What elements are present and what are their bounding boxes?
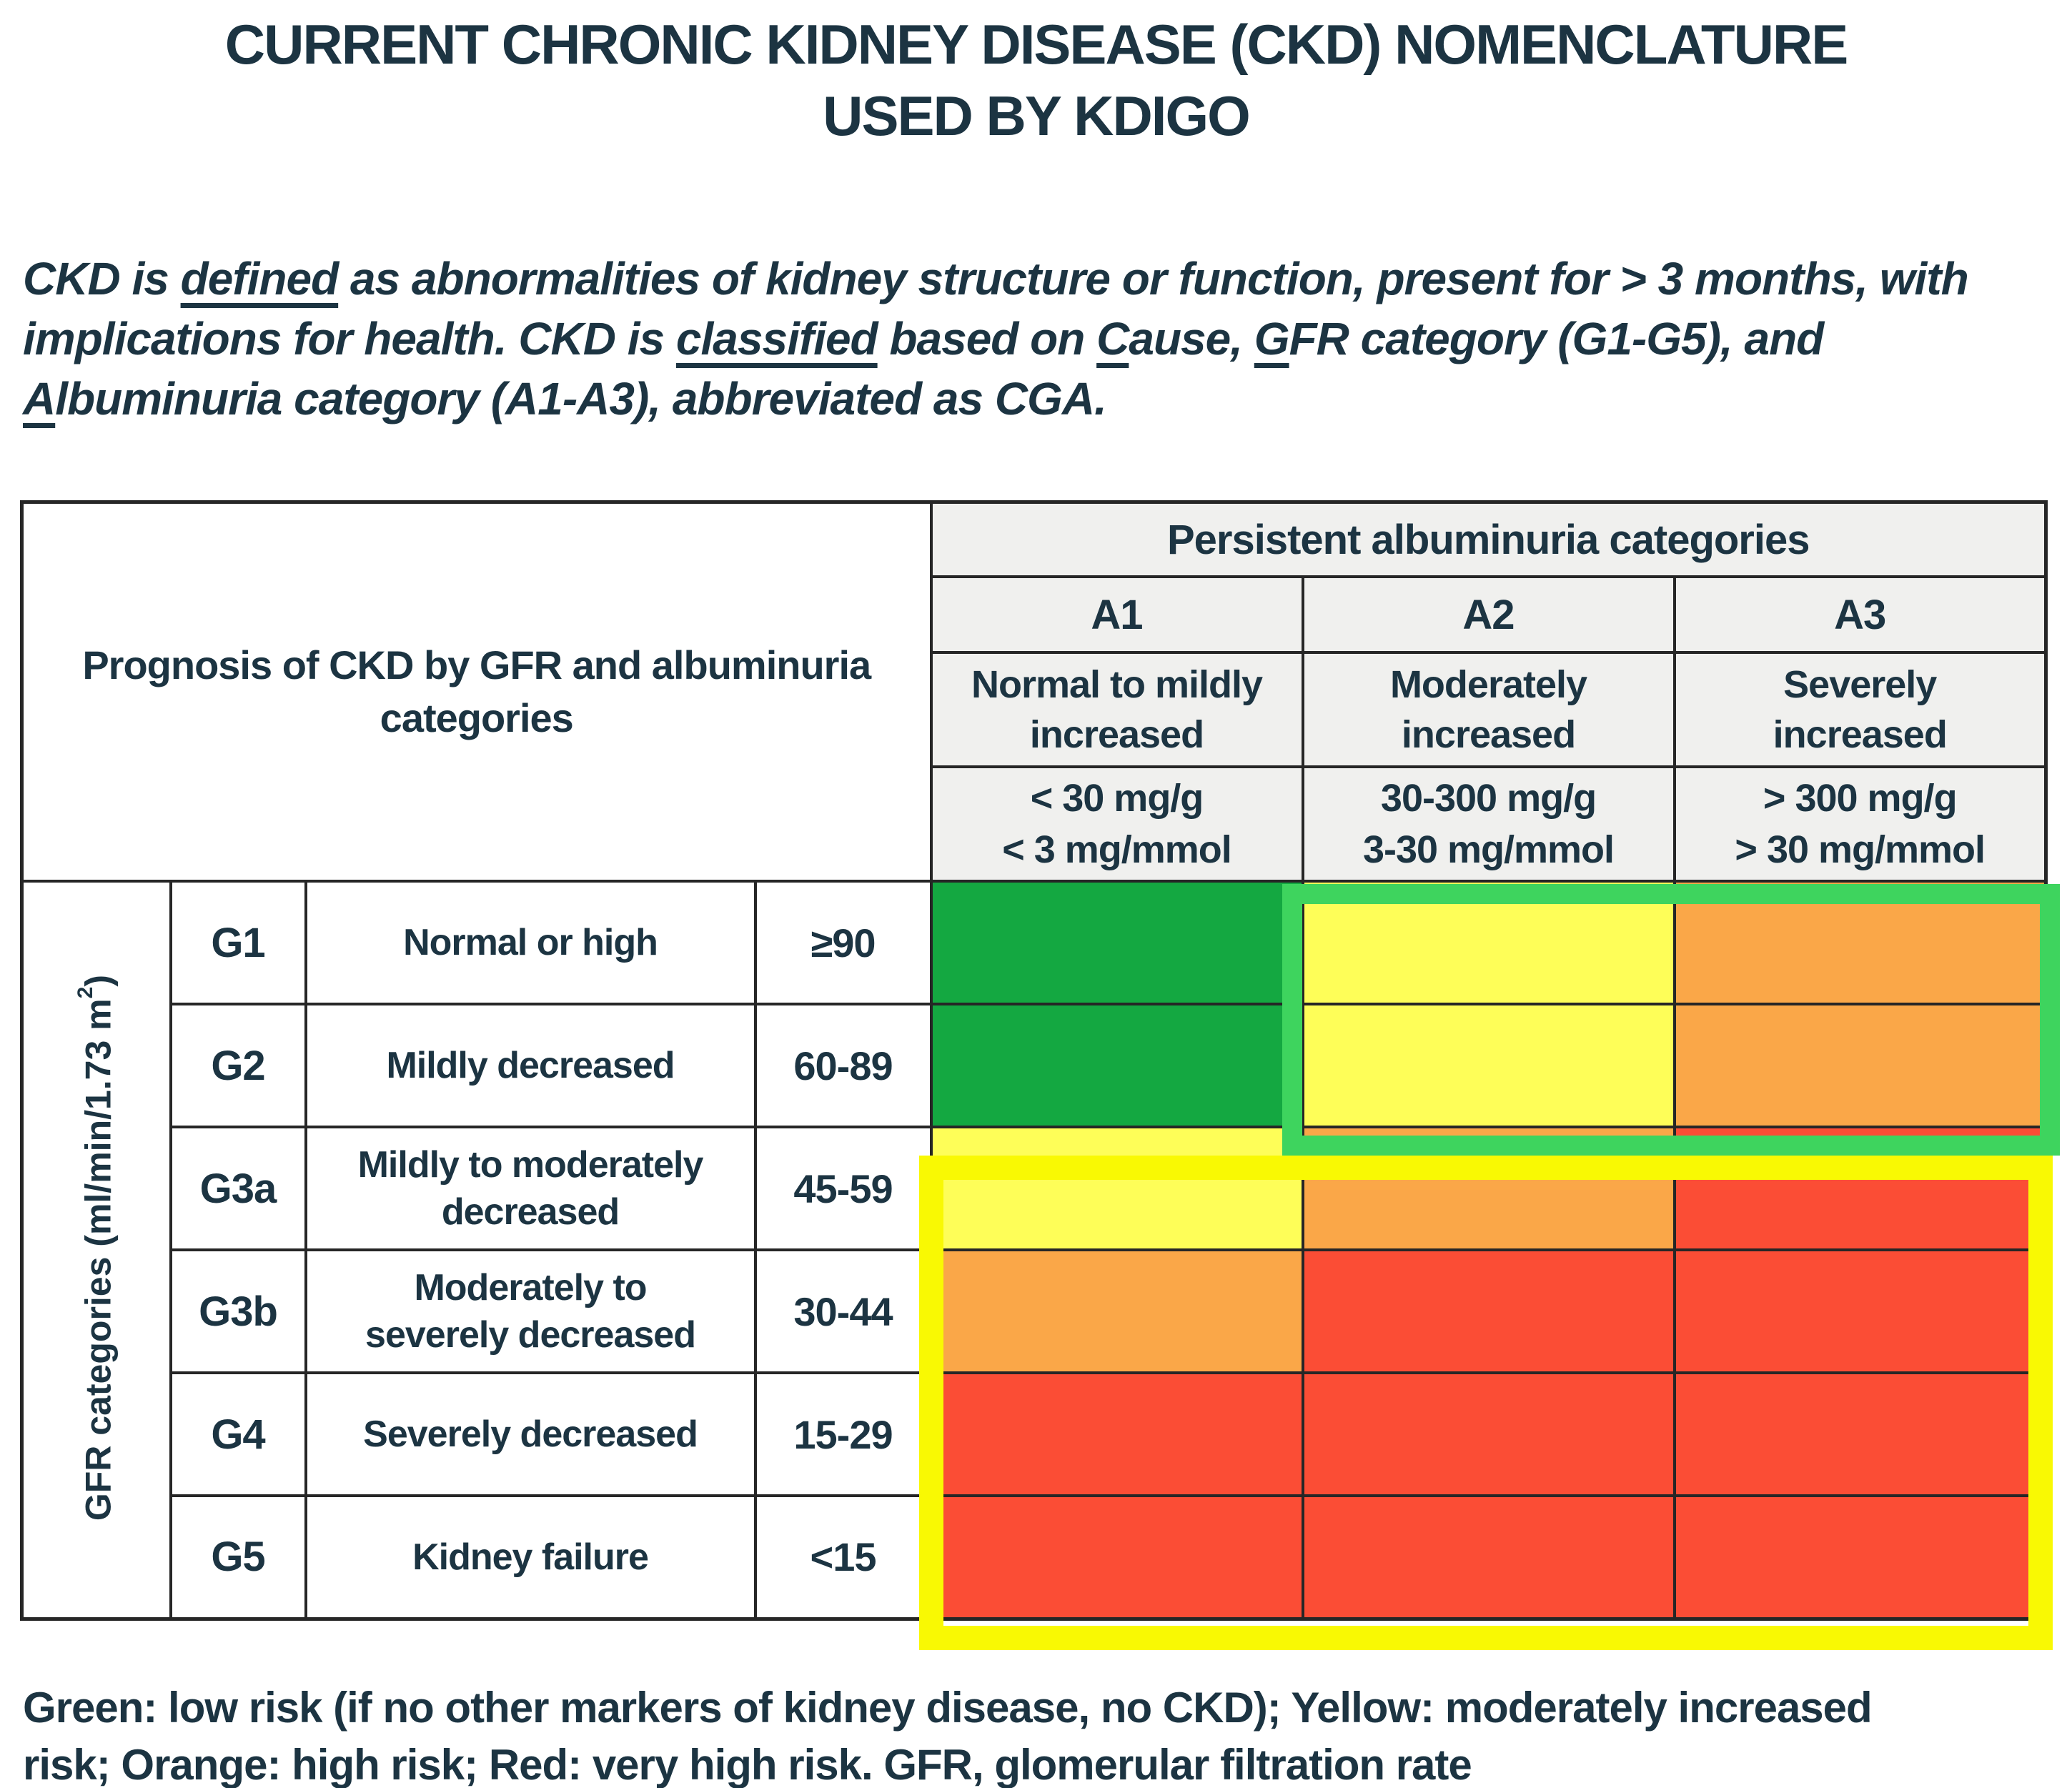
gfr-axis-label-close: )	[78, 975, 119, 987]
row-g3b-range: 30-44	[753, 1248, 933, 1374]
col-header-a1-label: Normal to mildly increased	[929, 651, 1304, 768]
row-g3a-code: G3a	[169, 1126, 307, 1251]
a1-range-mgmmol: < 3 mg/mmol	[1002, 828, 1232, 871]
risk-cell-g4-a3	[1672, 1371, 2048, 1497]
prognosis-corner-cell: Prognosis of CKD by GFR and albuminuria …	[20, 500, 933, 883]
legend-line2: risk; Orange: high risk; Red: very high …	[23, 1741, 1472, 1788]
row-g1-range: ≥90	[753, 880, 933, 1005]
intro-underlined-g: G	[1254, 313, 1290, 364]
col-header-a3-code: A3	[1672, 575, 2048, 654]
intro-text: CKD is	[23, 253, 181, 304]
prognosis-corner-label: Prognosis of CKD by GFR and albuminuria …	[82, 642, 871, 740]
risk-cell-g2-a2	[1301, 1003, 1676, 1128]
albuminuria-group-header: Persistent albuminuria categories	[929, 500, 2048, 578]
row-g3a-range: 45-59	[753, 1126, 933, 1251]
row-g3a-label: Mildly to moderately decreased	[304, 1126, 757, 1251]
risk-cell-g2-a1	[929, 1003, 1304, 1128]
ckd-definition-paragraph: CKD is defined as abnormalities of kidne…	[23, 249, 2031, 429]
gfr-axis-label-text: GFR categories (ml/min/1.73 m	[78, 998, 119, 1521]
row-g4-range: 15-29	[753, 1371, 933, 1497]
intro-underlined-defined: defined	[180, 253, 339, 304]
row-g1-label: Normal or high	[304, 880, 757, 1005]
page-title-line2: USED BY KDIGO	[823, 84, 1251, 147]
intro-underlined-classified: classified	[675, 313, 878, 364]
green-highlight-frame	[1282, 884, 2060, 1156]
page-title: CURRENT CHRONIC KIDNEY DISEASE (CKD) NOM…	[0, 9, 2072, 152]
row-g2-label: Mildly decreased	[304, 1003, 757, 1128]
risk-cell-g3b-a1	[929, 1248, 1304, 1374]
risk-cell-g4-a1	[929, 1371, 1304, 1497]
row-g4-label: Severely decreased	[304, 1371, 757, 1497]
risk-cell-g3b-a3	[1672, 1248, 2048, 1374]
intro-text: FR category (G1-G5), and	[1289, 313, 1825, 364]
ckd-risk-table: Prognosis of CKD by GFR and albuminuria …	[20, 500, 2048, 1621]
row-g4-code: G4	[169, 1371, 307, 1497]
risk-cell-g5-a3	[1672, 1494, 2048, 1620]
risk-cell-g1-a1	[929, 880, 1304, 1005]
gfr-axis-superscript: 2	[73, 986, 97, 999]
row-g2-code: G2	[169, 1003, 307, 1128]
row-g5-range: <15	[753, 1494, 933, 1620]
intro-text: ause,	[1129, 313, 1254, 364]
gfr-axis-cell: GFR categories (ml/min/1.73 m2)	[20, 880, 172, 1620]
col-header-a2-label: Moderately increased	[1301, 651, 1676, 768]
col-header-a2-ranges: 30-300 mg/g 3-30 mg/mmol	[1301, 765, 1676, 883]
col-header-a1-ranges: < 30 mg/g < 3 mg/mmol	[929, 765, 1304, 883]
intro-text: based on	[877, 313, 1097, 364]
risk-cell-g5-a2	[1301, 1494, 1676, 1620]
row-g3b-label: Moderately to severely decreased	[304, 1248, 757, 1374]
row-g3b-code: G3b	[169, 1248, 307, 1374]
intro-text: as abnormalities of kidney structure or …	[23, 253, 1969, 364]
a3-range-mgg: > 300 mg/g	[1763, 777, 1958, 820]
col-header-a2-code: A2	[1301, 575, 1676, 654]
row-g5-code: G5	[169, 1494, 307, 1620]
col-header-a3-ranges: > 300 mg/g > 30 mg/mmol	[1672, 765, 2048, 883]
page-title-line1: CURRENT CHRONIC KIDNEY DISEASE (CKD) NOM…	[224, 13, 1849, 76]
row-g2-range: 60-89	[753, 1003, 933, 1128]
row-g1-code: G1	[169, 880, 307, 1005]
a1-range-mgg: < 30 mg/g	[1030, 777, 1204, 820]
risk-cell-g2-a3	[1672, 1003, 2048, 1128]
intro-text: lbuminuria category (A1-A3), abbreviated…	[55, 373, 1107, 424]
row-g5-label: Kidney failure	[304, 1494, 757, 1620]
risk-cell-g4-a2	[1301, 1371, 1676, 1497]
legend-line1: Green: low risk (if no other markers of …	[23, 1684, 1873, 1732]
risk-cell-g3b-a2	[1301, 1248, 1676, 1374]
a2-range-mgg: 30-300 mg/g	[1380, 777, 1597, 820]
gfr-axis-label: GFR categories (ml/min/1.73 m2)	[74, 975, 119, 1521]
col-header-a3-label: Severely increased	[1672, 651, 2048, 768]
legend-text: Green: low risk (if no other markers of …	[23, 1679, 2053, 1788]
ckd-risk-table-wrapper: Prognosis of CKD by GFR and albuminuria …	[20, 500, 2048, 1621]
a2-range-mgmmol: 3-30 mg/mmol	[1362, 828, 1615, 871]
risk-cell-g5-a1	[929, 1494, 1304, 1620]
col-header-a1-code: A1	[929, 575, 1304, 654]
a3-range-mgmmol: > 30 mg/mmol	[1735, 828, 1986, 871]
intro-underlined-c: C	[1096, 313, 1129, 364]
intro-underlined-a: A	[23, 373, 56, 424]
yellow-highlight-frame	[919, 1156, 2053, 1650]
risk-cell-g3a-a1	[929, 1126, 1304, 1251]
